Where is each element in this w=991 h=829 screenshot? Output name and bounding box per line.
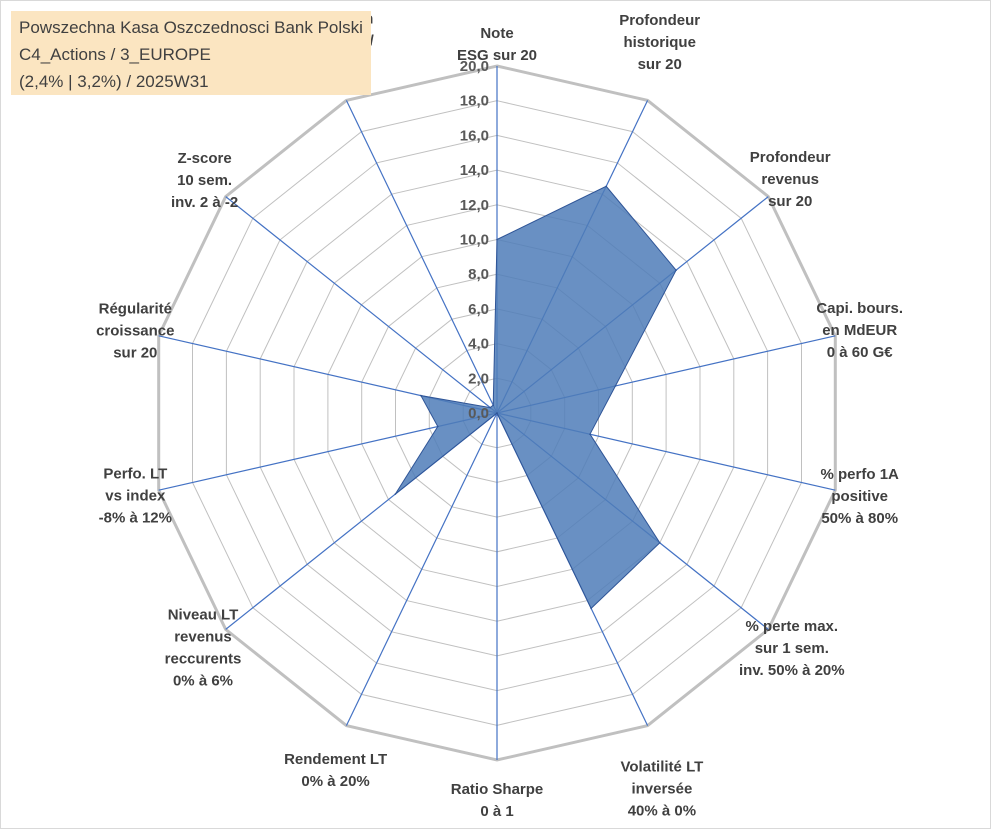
axis-label: Régularité croissance sur 20	[96, 300, 174, 361]
axis-label-line: 50% à 80%	[821, 510, 898, 527]
axis-spoke	[225, 196, 498, 414]
axis-label: % perfo 1A positive 50% à 80%	[821, 466, 900, 527]
tick-label: 8,0	[468, 266, 489, 283]
axis-label-line: revenus	[174, 628, 232, 645]
axis-label-line: sur 20	[638, 56, 682, 73]
series-point	[589, 433, 591, 436]
axis-spoke	[345, 100, 498, 414]
axis-label: Ratio Sharpe 0 à 1	[451, 781, 544, 820]
tick-label: 20,0	[460, 58, 489, 75]
axis-label-line: Volatilité LT	[621, 758, 704, 775]
tick-labels: 0,0 2,0 4,0 6,0 8,0 10,0 12,0 14,0 16,0 18,0 20,0	[460, 58, 489, 422]
axis-label-line: reccurents	[165, 650, 242, 667]
series-point	[496, 412, 498, 414]
axis-label: Rendement LT 0% à 20%	[284, 751, 387, 790]
axis-label-line: Ratio Sharpe	[451, 781, 544, 798]
series-point	[437, 425, 439, 428]
series-point	[675, 269, 677, 272]
title-line-company: Powszechna Kasa Oszczednosci Bank Polski	[19, 18, 363, 37]
axis-label-line: 0% à 20%	[301, 773, 369, 790]
axis-label-line: Profondeur	[619, 12, 700, 29]
tick-label: 2,0	[468, 370, 489, 387]
axis-label-line: revenus	[761, 171, 819, 188]
series-point	[492, 404, 495, 407]
series-point	[605, 185, 607, 188]
series-point	[394, 493, 397, 495]
axis-label-line: Capi. bours.	[816, 300, 903, 317]
axis-label-line: 0 à 1	[480, 803, 513, 820]
axis-label-line: 40% à 0%	[628, 802, 696, 819]
axis-label-line: Régularité	[99, 300, 172, 317]
tick-label: 14,0	[460, 162, 489, 179]
axis-label-line: Note	[480, 25, 513, 42]
axis-label: % perte max. sur 1 sem. inv. 50% à 20%	[739, 618, 845, 679]
axis-label-line: inversée	[631, 780, 692, 797]
axis-label-line: Niveau LT	[168, 606, 239, 623]
series-point	[614, 385, 617, 387]
axis-label-line: 0 à 60 G€	[827, 344, 894, 361]
tick-label: 4,0	[468, 336, 489, 353]
axis-label-line: inv. 50% à 20%	[739, 662, 845, 679]
axis-label-line: inv. 2 à -2	[171, 194, 238, 211]
axis-label-line: -8% à 12%	[99, 510, 172, 527]
axis-label-line: ESG sur 20	[457, 47, 537, 64]
axis-label-line: % perfo 1A	[821, 466, 900, 483]
tick-label: 10,0	[460, 232, 489, 249]
series-point	[659, 542, 661, 544]
series-point	[420, 394, 422, 397]
axis-label-line: positive	[831, 488, 888, 505]
axis-label: Niveau LT revenus reccurents 0% à 6%	[165, 606, 242, 689]
axis-label: Note ESG sur 20	[457, 25, 537, 64]
axis-label: Profondeur historique sur 20	[619, 12, 700, 73]
axis-label: Volatilité LT inversée 40% à 0%	[621, 758, 704, 819]
title-line-period: (2,4% | 3,2%) / 2025W31	[19, 72, 209, 91]
axis-label-line: croissance	[96, 322, 174, 339]
title-box: Powszechna Kasa Oszczednosci Bank Polski…	[11, 11, 371, 95]
axis-label-line: historique	[623, 34, 696, 51]
title-line-category: C4_Actions / 3_EUROPE	[19, 45, 211, 64]
axis-label-line: vs index	[105, 488, 166, 505]
axis-label-line: sur 20	[768, 193, 812, 210]
axis-label-line: 10 sem.	[177, 172, 232, 189]
tick-label: 6,0	[468, 301, 489, 318]
axis-label-line: Perfo. LT	[103, 466, 167, 483]
axis-label: Perfo. LT vs index -8% à 12%	[99, 466, 172, 527]
axis-label-line: sur 1 sem.	[755, 640, 829, 657]
tick-label: 18,0	[460, 93, 489, 110]
axis-label-line: 0% à 6%	[173, 672, 233, 689]
axis-label-line: Profondeur	[750, 149, 831, 166]
series-area	[394, 185, 677, 610]
axis-label-line: % perte max.	[746, 618, 839, 635]
tick-label: 16,0	[460, 127, 489, 144]
axis-label: Z-score 10 sem. inv. 2 à -2	[171, 150, 238, 211]
tick-label: 12,0	[460, 197, 489, 214]
axis-label-line: en MdEUR	[822, 322, 897, 339]
axis-labels: Note ESG sur 20 Profondeur historique sur 20…	[96, 10, 903, 820]
axis-label-line: Rendement LT	[284, 751, 387, 768]
series-point	[489, 406, 492, 409]
tick-label: 0,0	[468, 405, 489, 422]
axis-spoke	[345, 412, 498, 726]
series-point	[590, 607, 592, 610]
axis-label: Profondeur revenus sur 20	[750, 149, 831, 210]
axis-label-line: sur 20	[113, 344, 157, 361]
series-point	[496, 238, 498, 241]
series-polygon	[394, 185, 677, 610]
axis-label-line: Z-score	[178, 150, 232, 167]
axis-label: Capi. bours. en MdEUR 0 à 60 G€	[816, 300, 903, 361]
